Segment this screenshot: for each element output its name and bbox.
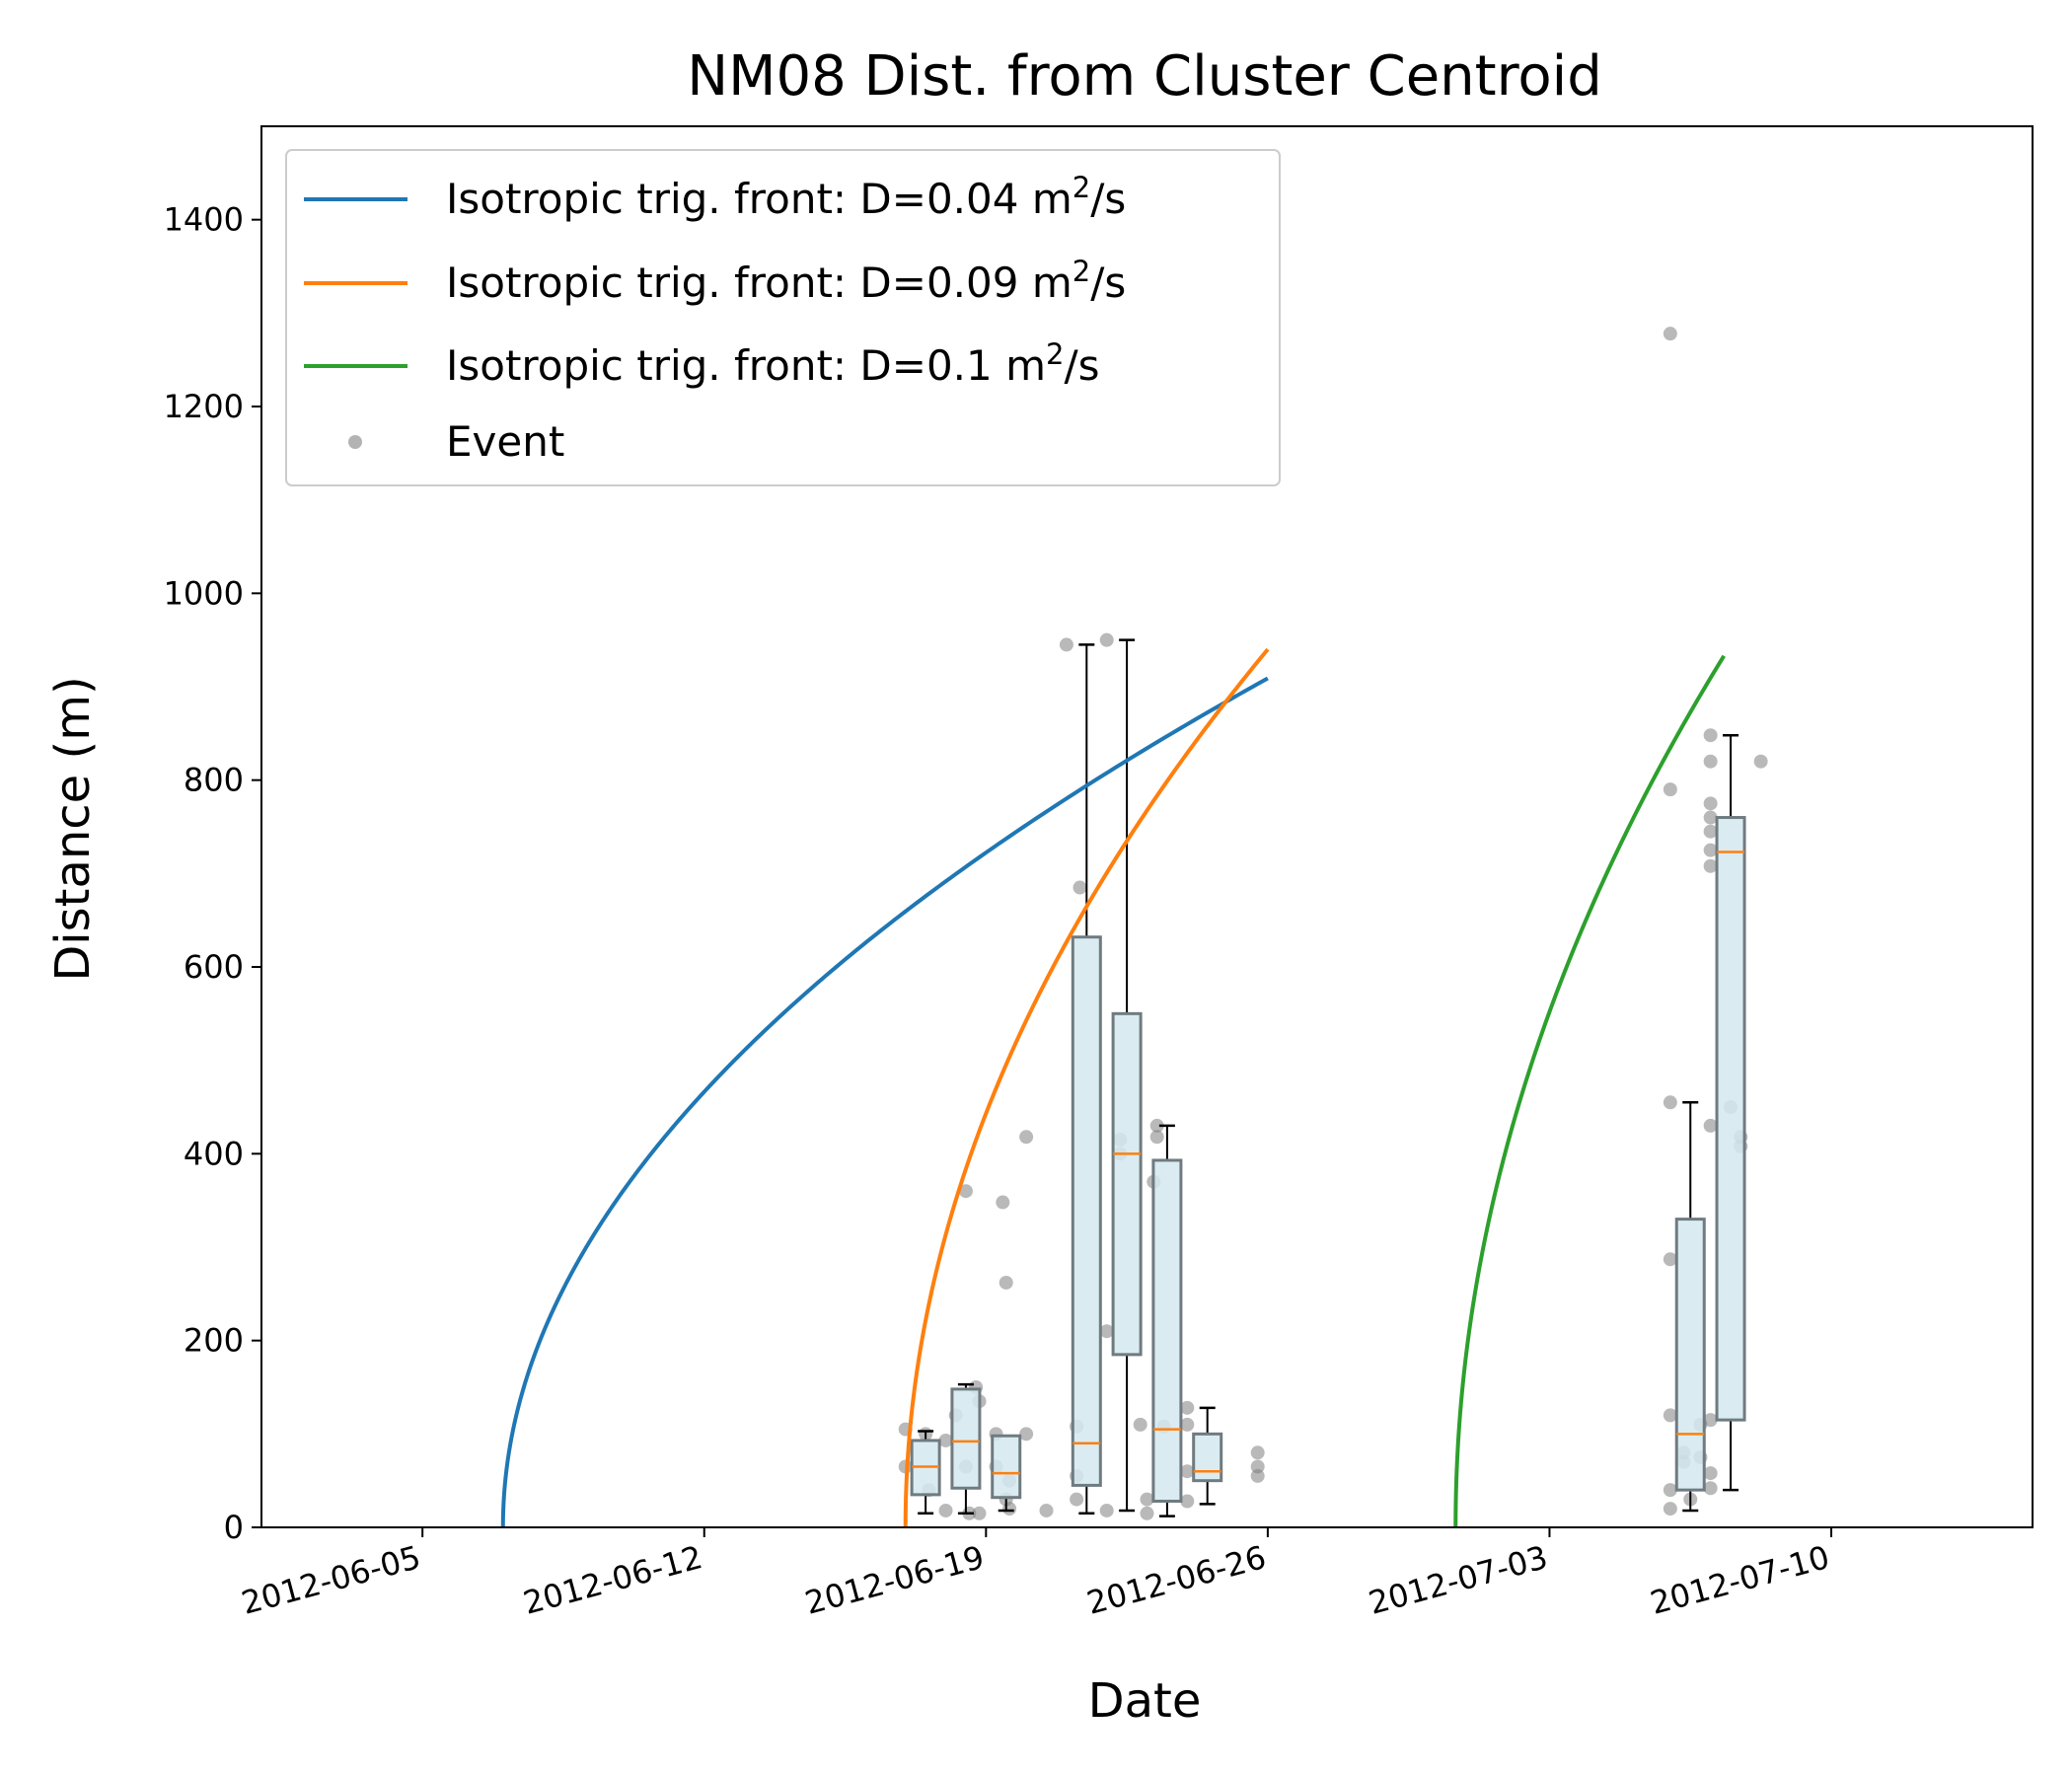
event-point bbox=[1663, 1483, 1677, 1498]
legend-swatch-event bbox=[348, 435, 362, 449]
plot-marks bbox=[500, 327, 1768, 1528]
box bbox=[1674, 1218, 1706, 1492]
box bbox=[950, 1387, 982, 1490]
event-point bbox=[1703, 1413, 1718, 1428]
event-point bbox=[1180, 1417, 1195, 1432]
series-line-1 bbox=[500, 676, 1269, 1528]
event-point bbox=[1149, 1130, 1164, 1145]
event-point bbox=[1099, 1503, 1114, 1517]
legend-frame bbox=[285, 149, 1281, 486]
event-point bbox=[1019, 1130, 1034, 1145]
box bbox=[1151, 1158, 1183, 1503]
event-point bbox=[1180, 1494, 1195, 1509]
event-point bbox=[1703, 843, 1718, 857]
event-point bbox=[1002, 1502, 1017, 1517]
y-tick-label: 1400 bbox=[164, 201, 244, 239]
legend-label-1: Isotropic trig. front: D=0.04 m2/s bbox=[446, 171, 1126, 223]
event-point bbox=[1039, 1503, 1054, 1517]
y-axis-label: Distance (m) bbox=[45, 676, 101, 981]
y-tick-label: 600 bbox=[184, 948, 244, 986]
event-point bbox=[1099, 632, 1114, 647]
event-point bbox=[938, 1503, 953, 1517]
x-axis-label: Date bbox=[1088, 1673, 1202, 1729]
event-point bbox=[1073, 880, 1087, 895]
y-tick-label: 1000 bbox=[164, 574, 244, 612]
event-point bbox=[1133, 1417, 1147, 1432]
chart-title: NM08 Dist. from Cluster Centroid bbox=[687, 44, 1602, 109]
event-point bbox=[1703, 810, 1718, 825]
event-point bbox=[1663, 1252, 1677, 1267]
event-point bbox=[1250, 1445, 1265, 1460]
plot-frame bbox=[260, 125, 2034, 1528]
box bbox=[1192, 1432, 1223, 1483]
event-point bbox=[1059, 637, 1073, 652]
box bbox=[991, 1434, 1022, 1500]
series-line-3 bbox=[1453, 654, 1726, 1527]
event-point bbox=[1703, 728, 1718, 743]
event-point bbox=[1703, 1466, 1718, 1481]
event-point bbox=[938, 1433, 953, 1447]
event-point bbox=[996, 1195, 1010, 1210]
box bbox=[1111, 1011, 1143, 1357]
event-point bbox=[1099, 1324, 1114, 1339]
y-tick-label: 1200 bbox=[164, 388, 244, 425]
legend-label-event: Event bbox=[446, 417, 564, 466]
series-line-2 bbox=[903, 647, 1270, 1528]
box bbox=[1071, 935, 1102, 1487]
y-tick-label: 200 bbox=[184, 1322, 244, 1360]
event-point bbox=[1663, 1095, 1677, 1110]
event-point bbox=[1663, 782, 1677, 797]
event-point bbox=[1703, 824, 1718, 839]
event-point bbox=[1070, 1492, 1084, 1507]
event-point bbox=[1703, 796, 1718, 811]
event-point bbox=[1703, 858, 1718, 873]
event-point bbox=[1149, 1118, 1164, 1133]
event-point bbox=[1703, 754, 1718, 769]
legend: Isotropic trig. front: D=0.04 m2/s Isotro… bbox=[285, 149, 1281, 486]
event-point bbox=[1663, 1502, 1677, 1517]
event-point bbox=[999, 1275, 1013, 1290]
event-point bbox=[1753, 754, 1768, 769]
event-point bbox=[1180, 1464, 1195, 1479]
y-tick-label: 0 bbox=[224, 1509, 244, 1546]
event-point bbox=[1250, 1468, 1265, 1483]
event-point bbox=[1019, 1427, 1034, 1442]
y-tick-label: 400 bbox=[184, 1135, 244, 1172]
event-point bbox=[1703, 1481, 1718, 1496]
event-point bbox=[958, 1184, 973, 1199]
event-point bbox=[1140, 1506, 1154, 1520]
event-point bbox=[1140, 1492, 1154, 1507]
box bbox=[1715, 816, 1746, 1422]
event-point bbox=[1663, 327, 1677, 341]
legend-label-3: Isotropic trig. front: D=0.1 m2/s bbox=[446, 337, 1100, 390]
event-point bbox=[1703, 1118, 1718, 1133]
event-point bbox=[1663, 1408, 1677, 1423]
legend-label-2: Isotropic trig. front: D=0.09 m2/s bbox=[446, 255, 1126, 307]
event-point bbox=[972, 1506, 987, 1520]
event-point bbox=[1180, 1400, 1195, 1415]
y-tick-label: 800 bbox=[184, 762, 244, 799]
